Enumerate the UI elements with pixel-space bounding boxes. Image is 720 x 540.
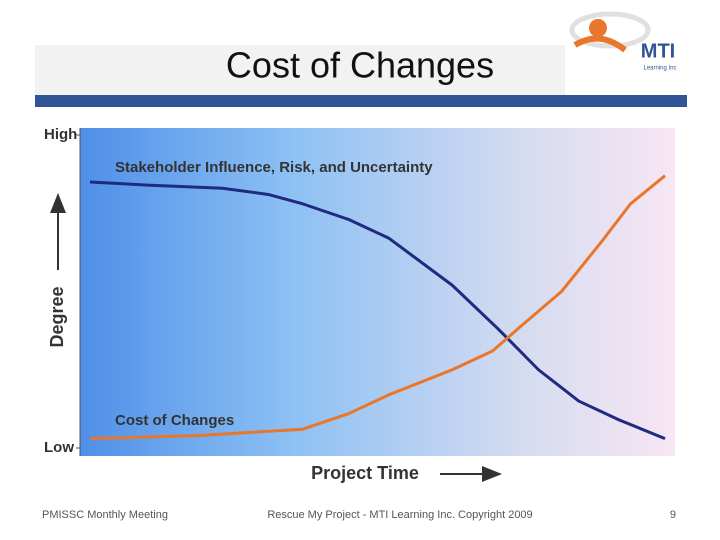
title-band: [35, 95, 687, 107]
y-tick-label: Low: [44, 439, 74, 456]
series-label: Stakeholder Influence, Risk, and Uncerta…: [115, 159, 433, 176]
footer-left: PMISSC Monthly Meeting: [42, 509, 168, 521]
slide-title: Cost of Changes: [226, 45, 494, 86]
series-line: [89, 174, 666, 441]
series-line: [89, 180, 666, 440]
logo: MTI Learning Inc: [569, 11, 677, 72]
y-tick-label: High: [44, 126, 77, 143]
title-box: [35, 45, 565, 95]
logo-tagline: Learning Inc: [643, 66, 676, 72]
series-label: Cost of Changes: [115, 412, 234, 429]
footer-center: Rescue My Project - MTI Learning Inc. Co…: [267, 509, 532, 521]
logo-text: MTI: [641, 40, 675, 62]
y-axis-label: Degree: [47, 286, 67, 347]
plot-area: [80, 128, 675, 456]
x-axis-label: Project Time: [311, 463, 419, 483]
page-number: 9: [670, 509, 676, 521]
chart: High Low Stakeholder Influence, Risk, and …: [44, 126, 666, 456]
